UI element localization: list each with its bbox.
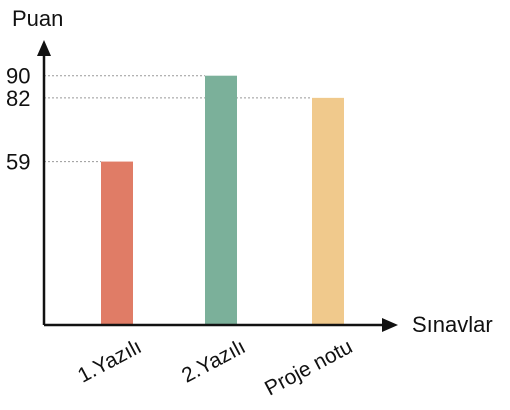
bar [312,97,344,325]
category-label: 1.Yazılı [74,335,145,387]
y-tick-label: 82 [6,86,30,111]
y-axis-arrow [37,40,51,56]
x-axis-arrow [382,318,398,332]
y-tick-label: 59 [6,150,30,175]
x-axis-label: Sınavlar [412,312,493,337]
y-axis-label: Puan [12,6,63,31]
bars [101,75,344,325]
y-tick-label: 90 [6,64,30,89]
category-label: Proje notu [261,335,356,400]
category-label: 2.Yazılı [178,335,249,387]
guide-lines [44,75,312,163]
bar [205,75,237,325]
category-labels: 1.Yazılı 2.Yazılı Proje notu [74,335,356,400]
bar [101,161,133,325]
